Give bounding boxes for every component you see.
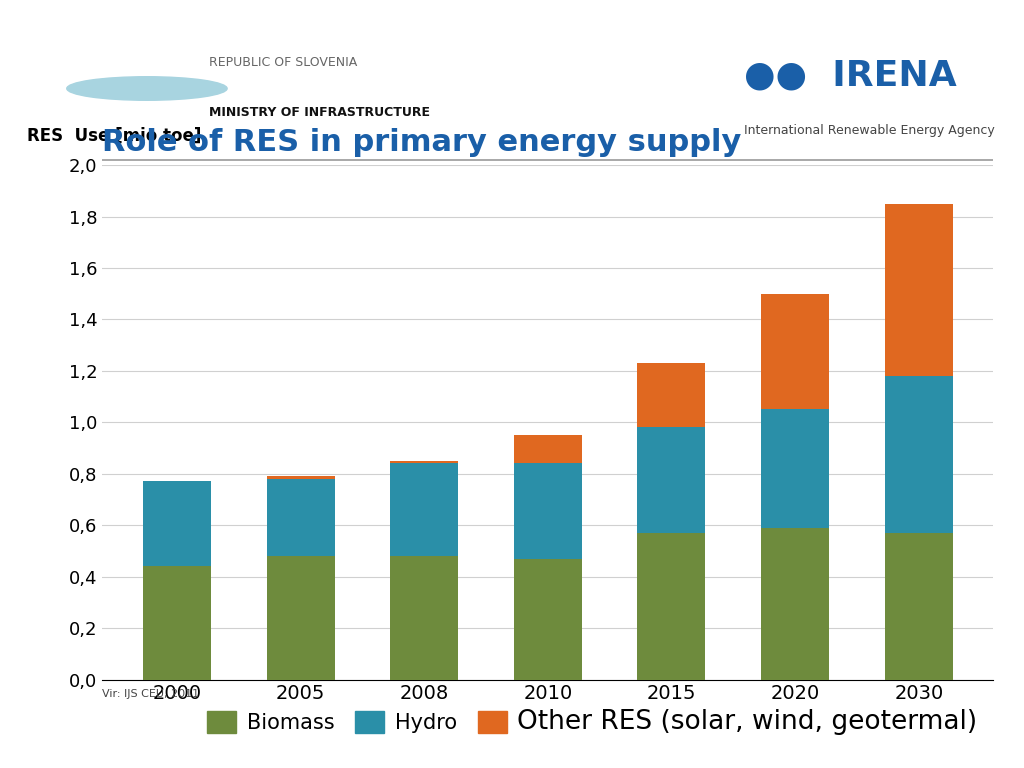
Bar xyxy=(390,461,458,463)
Bar xyxy=(143,482,211,566)
Bar xyxy=(266,476,335,479)
Bar xyxy=(390,463,458,556)
Text: International Renewable Energy Agency: International Renewable Energy Agency xyxy=(743,124,994,137)
Bar xyxy=(638,428,706,533)
Circle shape xyxy=(67,77,227,101)
Text: Role of RES in primary energy supply: Role of RES in primary energy supply xyxy=(102,128,741,157)
Text: RES  Use [mio toe]: RES Use [mio toe] xyxy=(27,127,201,144)
Bar xyxy=(761,409,829,528)
Bar xyxy=(885,376,952,533)
Bar xyxy=(514,435,582,463)
Bar xyxy=(761,294,829,409)
Bar xyxy=(266,479,335,556)
Text: MINISTRY OF INFRASTRUCTURE: MINISTRY OF INFRASTRUCTURE xyxy=(209,105,430,118)
Bar xyxy=(266,556,335,680)
Bar xyxy=(143,566,211,680)
Text: REPUBLIC OF SLOVENIA: REPUBLIC OF SLOVENIA xyxy=(209,56,357,69)
Text: Vir: IJS CEU, 2011: Vir: IJS CEU, 2011 xyxy=(102,690,200,700)
Bar xyxy=(885,204,952,376)
Legend: Biomass, Hydro, Other RES (solar, wind, geotermal): Biomass, Hydro, Other RES (solar, wind, … xyxy=(199,700,986,743)
Bar xyxy=(761,528,829,680)
Text: ●●  IRENA: ●● IRENA xyxy=(743,58,956,92)
Bar xyxy=(638,363,706,428)
Bar xyxy=(885,533,952,680)
Bar xyxy=(390,556,458,680)
Bar xyxy=(638,533,706,680)
Bar xyxy=(514,558,582,680)
Bar xyxy=(514,463,582,558)
